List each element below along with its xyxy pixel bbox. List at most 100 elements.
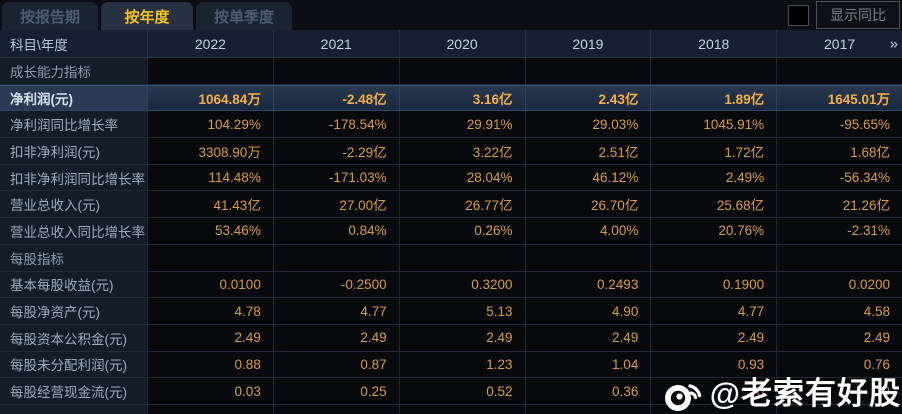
table-row[interactable]: 每股资本公积金(元) 2.49 2.49 2.49 2.49 2.49 2.49	[0, 324, 902, 352]
value-cell: 1.72亿	[650, 138, 776, 164]
value-cell: -178.54%	[272, 111, 399, 138]
value-cell: 1064.84万	[147, 85, 273, 111]
row-label: 营业总收入(元)	[0, 191, 147, 218]
value-cell	[272, 404, 399, 414]
value-cell: -2.48亿	[272, 85, 399, 111]
value-cell: 25.68亿	[650, 191, 776, 218]
value-cell: 3.16亿	[398, 85, 525, 111]
table-row[interactable]: 营业总收入(元) 41.43亿 27.00亿 26.77亿 26.70亿 25.68亿 21…	[0, 191, 902, 219]
value-cell: 0.0100	[147, 271, 273, 298]
table-row[interactable]: 每股经营现金流(元) 0.03 0.25 0.52 0.36 0 9	[0, 378, 902, 405]
value-cell: 0.25	[272, 378, 399, 404]
value-cell: 0.88	[147, 351, 273, 378]
value-cell	[776, 244, 902, 271]
show-yoy-checkbox[interactable]	[788, 4, 809, 26]
value-cell: 0.87	[272, 351, 399, 378]
value-cell	[776, 58, 902, 84]
value-cell: 29.03%	[524, 111, 651, 138]
show-yoy-control: 显示同比	[788, 0, 900, 30]
value-cell	[650, 244, 776, 271]
value-cell: 41.43亿	[147, 191, 273, 218]
row-label: 每股经营现金流(元)	[0, 378, 147, 404]
value-cell: 4.00%	[524, 218, 651, 244]
table-row[interactable]: 基本每股收益(元) 0.0100 -0.2500 0.3200 0.2493 0.1900…	[0, 271, 902, 299]
value-cell: 114.48%	[147, 164, 273, 191]
table-body: 成长能力指标 净利润(元) 1064.84万 -2.48亿 3.16亿 2.43亿 1.89…	[0, 58, 902, 405]
year-header: 2017 »	[776, 30, 902, 57]
value-cell: 0.76	[776, 351, 902, 378]
value-cell: 1.23	[398, 351, 525, 378]
tab-by-quarter[interactable]: 按单季度	[196, 2, 293, 30]
value-cell	[272, 244, 399, 271]
value-cell: 0.26%	[398, 218, 525, 244]
tab-report-period[interactable]: 按报告期	[2, 2, 99, 30]
section-label: 成长能力指标	[0, 58, 147, 84]
value-cell	[147, 58, 273, 84]
value-cell: 0.84%	[272, 218, 399, 244]
row-label: 扣非净利润同比增长率	[0, 164, 147, 191]
section-row: 每股指标	[0, 244, 902, 272]
value-cell: 0	[650, 378, 776, 404]
value-cell: 104.29%	[147, 111, 273, 138]
row-label: 每股净资产(元)	[0, 298, 147, 324]
year-label: 2022	[194, 35, 226, 52]
value-cell: 2.49	[147, 324, 273, 351]
value-cell	[650, 404, 776, 414]
table-row[interactable]: 每股未分配利润(元) 0.88 0.87 1.23 1.04 0.93 0.76	[0, 351, 902, 379]
corner-header: 科目\年度	[10, 37, 68, 53]
value-cell: 0.3200	[398, 271, 525, 298]
value-cell	[147, 244, 273, 271]
table-row[interactable]: 扣非净利润(元) 3308.90万 -2.29亿 3.22亿 2.51亿 1.72亿 1.6…	[0, 138, 902, 165]
table-row[interactable]: 净利润(元) 1064.84万 -2.48亿 3.16亿 2.43亿 1.89亿 1645.…	[0, 84, 902, 112]
row-label: 净利润同比增长率	[0, 111, 147, 138]
table-row[interactable]: 每股净资产(元) 4.78 4.77 5.13 4.90 4.77 4.58	[0, 298, 902, 325]
value-cell: 1.89亿	[650, 85, 776, 111]
more-years-chevron-icon[interactable]: »	[889, 35, 898, 52]
section-label: 每股指标	[0, 244, 147, 271]
table-row[interactable]: 营业总收入同比增长率 53.46% 0.84% 0.26% 4.00% 20.76% -2.…	[0, 218, 902, 245]
value-cell: -56.34%	[776, 164, 902, 191]
value-cell: 1.68亿	[776, 138, 902, 164]
year-label: 2021	[320, 35, 352, 52]
value-cell: 1.04	[524, 351, 651, 378]
value-cell: 4.90	[524, 298, 651, 324]
value-cell: 0.36	[524, 378, 651, 404]
value-cell: 2.49%	[650, 164, 776, 191]
table-header-row: 科目\年度 2022 2021 2020 2019 2018 2017 »	[0, 30, 902, 58]
value-cell: 46.12%	[524, 164, 651, 191]
value-cell: 0.52	[398, 378, 525, 404]
value-cell	[524, 244, 651, 271]
value-cell: 0.93	[650, 351, 776, 378]
value-cell: -2.31%	[776, 218, 902, 244]
value-cell: 4.77	[650, 298, 776, 324]
value-cell: 53.46%	[147, 218, 273, 244]
table-row[interactable]: 扣非净利润同比增长率 114.48% -171.03% 28.04% 46.12% 2.4…	[0, 164, 902, 192]
value-cell: 2.49	[650, 324, 776, 351]
year-header: 2019	[524, 30, 651, 57]
value-cell: 2.43亿	[524, 85, 651, 111]
value-cell	[398, 244, 525, 271]
financial-table: 科目\年度 2022 2021 2020 2019 2018 2017 » 成长…	[0, 30, 902, 414]
tab-by-year[interactable]: 按年度	[101, 2, 194, 30]
row-label: 每股未分配利润(元)	[0, 351, 147, 378]
value-cell: 9	[776, 378, 902, 404]
value-cell: 21.26亿	[776, 191, 902, 218]
value-cell: -2.29亿	[272, 138, 399, 164]
value-cell: -95.65%	[776, 111, 902, 138]
value-cell: 3308.90万	[147, 138, 273, 164]
show-yoy-label[interactable]: 显示同比	[816, 1, 900, 29]
value-cell	[398, 404, 525, 414]
value-cell: 26.70亿	[524, 191, 651, 218]
value-cell: 0.03	[147, 378, 273, 404]
table-row[interactable]: 净利润同比增长率 104.29% -178.54% 29.91% 29.03% 1045.…	[0, 111, 902, 139]
value-cell	[272, 58, 399, 84]
value-cell: 2.51亿	[524, 138, 651, 164]
row-label	[0, 404, 147, 414]
value-cell: 4.58	[776, 298, 902, 324]
value-cell: -171.03%	[272, 164, 399, 191]
year-label: 2019	[572, 35, 604, 52]
value-cell: 2.49	[776, 324, 902, 351]
value-cell: 4.78	[147, 298, 273, 324]
value-cell: 2.49	[398, 324, 525, 351]
value-cell	[524, 404, 651, 414]
